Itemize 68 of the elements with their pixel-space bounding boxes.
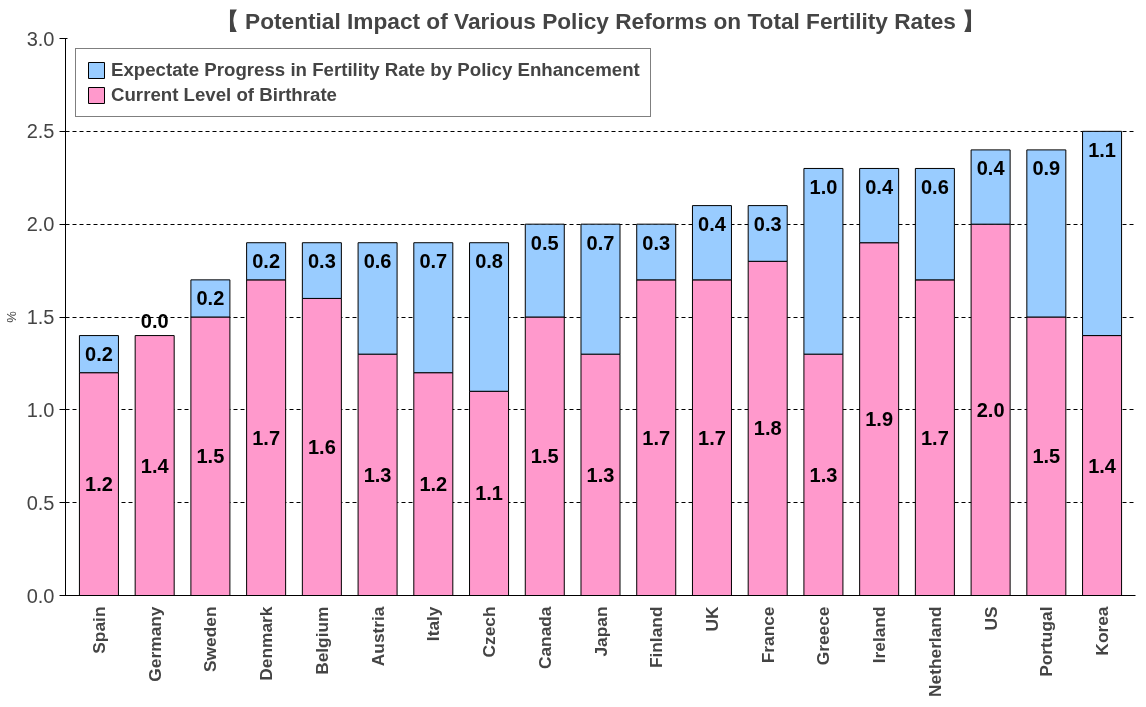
data-label: 0.7 bbox=[586, 231, 615, 254]
data-label: 0.2 bbox=[196, 287, 225, 310]
chart-title: 【 Potential Impact of Various Policy Reforms on Total Fertility Rates 】 bbox=[215, 7, 986, 34]
data-label: 0.9 bbox=[1032, 157, 1061, 180]
y-axis-title: % bbox=[3, 310, 19, 323]
data-label: 0.2 bbox=[85, 343, 113, 366]
data-label: 1.2 bbox=[419, 473, 448, 496]
x-tick-label: Belgium bbox=[311, 606, 332, 675]
x-tick-label: US bbox=[980, 606, 1001, 631]
data-label: 2.0 bbox=[976, 398, 1005, 421]
data-label: 1.6 bbox=[307, 435, 336, 458]
data-label: 0.8 bbox=[475, 250, 503, 273]
x-tick-label: Spain bbox=[88, 606, 109, 654]
data-label: 1.5 bbox=[530, 445, 559, 468]
data-label: 0.3 bbox=[753, 213, 782, 236]
x-tick-label: Japan bbox=[590, 606, 611, 657]
data-label: 0.6 bbox=[363, 250, 392, 273]
legend-label: Expectate Progress in Fertility Rate by Policy Enhancement bbox=[111, 59, 640, 81]
data-label: 1.5 bbox=[196, 445, 225, 468]
x-tick-label: Italy bbox=[423, 606, 444, 642]
x-tick-label: UK bbox=[701, 606, 722, 632]
data-label: 1.3 bbox=[363, 463, 392, 486]
data-label: 0.4 bbox=[865, 176, 894, 199]
x-tick-label: Germany bbox=[144, 606, 165, 682]
x-tick-label: France bbox=[757, 606, 778, 664]
data-label: 1.1 bbox=[475, 482, 503, 505]
x-tick-label: Korea bbox=[1092, 606, 1113, 656]
x-tick-label: Czech bbox=[479, 606, 500, 658]
x-tick-label: Denmark bbox=[256, 606, 277, 681]
x-tick-label: Greece bbox=[813, 606, 834, 666]
x-tick-label: Finland bbox=[646, 606, 667, 669]
y-tick-label: 1.5 bbox=[26, 306, 55, 328]
data-label: 1.7 bbox=[642, 426, 671, 449]
data-label: 1.5 bbox=[1032, 445, 1061, 468]
data-label: 1.0 bbox=[809, 176, 838, 199]
y-tick-label: 2.5 bbox=[26, 120, 55, 143]
data-label: 1.8 bbox=[753, 417, 782, 440]
data-label: 0.3 bbox=[307, 250, 336, 273]
data-label: 0.4 bbox=[976, 157, 1006, 180]
y-tick-label: 1.0 bbox=[26, 398, 55, 421]
legend-label: Current Level of Birthrate bbox=[111, 84, 337, 106]
data-label: 1.7 bbox=[698, 426, 726, 449]
data-label: 1.4 bbox=[1088, 454, 1117, 477]
y-tick-label: 3.0 bbox=[26, 27, 55, 50]
data-label: 0.7 bbox=[419, 250, 448, 273]
x-tick-label: Canada bbox=[534, 606, 555, 670]
x-tick-label: Sweden bbox=[200, 606, 221, 672]
x-tick-label: Austria bbox=[367, 606, 388, 667]
data-label: 0.3 bbox=[642, 231, 671, 254]
data-label: 0.5 bbox=[530, 231, 559, 254]
x-tick-label: Portugal bbox=[1036, 606, 1057, 677]
data-label: 1.1 bbox=[1088, 138, 1116, 161]
data-label: 1.7 bbox=[252, 426, 281, 449]
data-label: 1.7 bbox=[920, 426, 949, 449]
data-label: 1.3 bbox=[809, 463, 838, 486]
data-label: 1.3 bbox=[586, 463, 615, 486]
x-tick-label: Netherland bbox=[924, 606, 945, 698]
data-label: 1.4 bbox=[140, 454, 170, 477]
y-tick-label: 2.0 bbox=[26, 213, 55, 236]
data-label: 0.0 bbox=[140, 309, 169, 332]
data-label: 1.9 bbox=[865, 408, 894, 431]
x-tick-label: Ireland bbox=[869, 606, 890, 664]
data-label: 0.6 bbox=[920, 176, 949, 199]
y-tick-label: 0.0 bbox=[26, 584, 55, 607]
data-label: 1.2 bbox=[85, 473, 113, 496]
data-label: 0.4 bbox=[698, 213, 727, 236]
data-label: 0.2 bbox=[252, 250, 281, 273]
y-tick-label: 0.5 bbox=[26, 491, 55, 514]
